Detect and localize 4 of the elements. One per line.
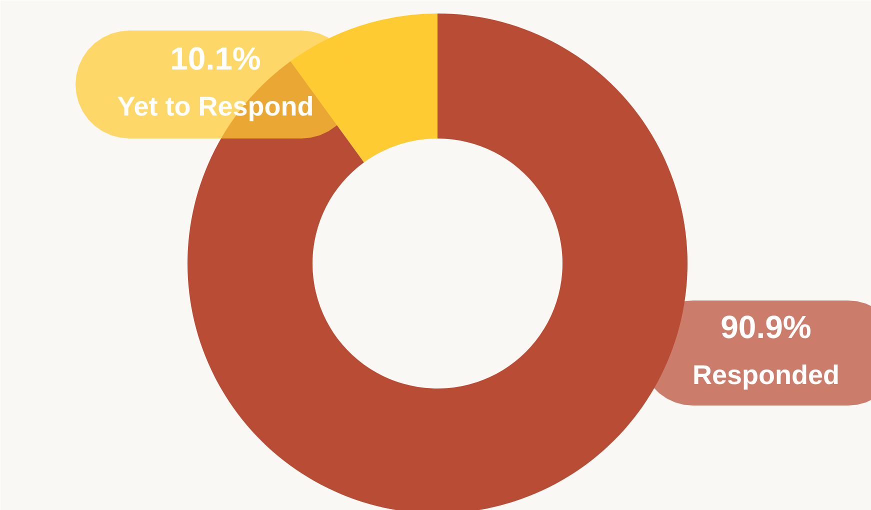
data-label: 90.9%: [720, 309, 812, 345]
slice-label: Yet to Respond: [117, 92, 314, 122]
slice-label: Responded: [692, 360, 840, 390]
data-label: 10.1%: [170, 40, 261, 76]
